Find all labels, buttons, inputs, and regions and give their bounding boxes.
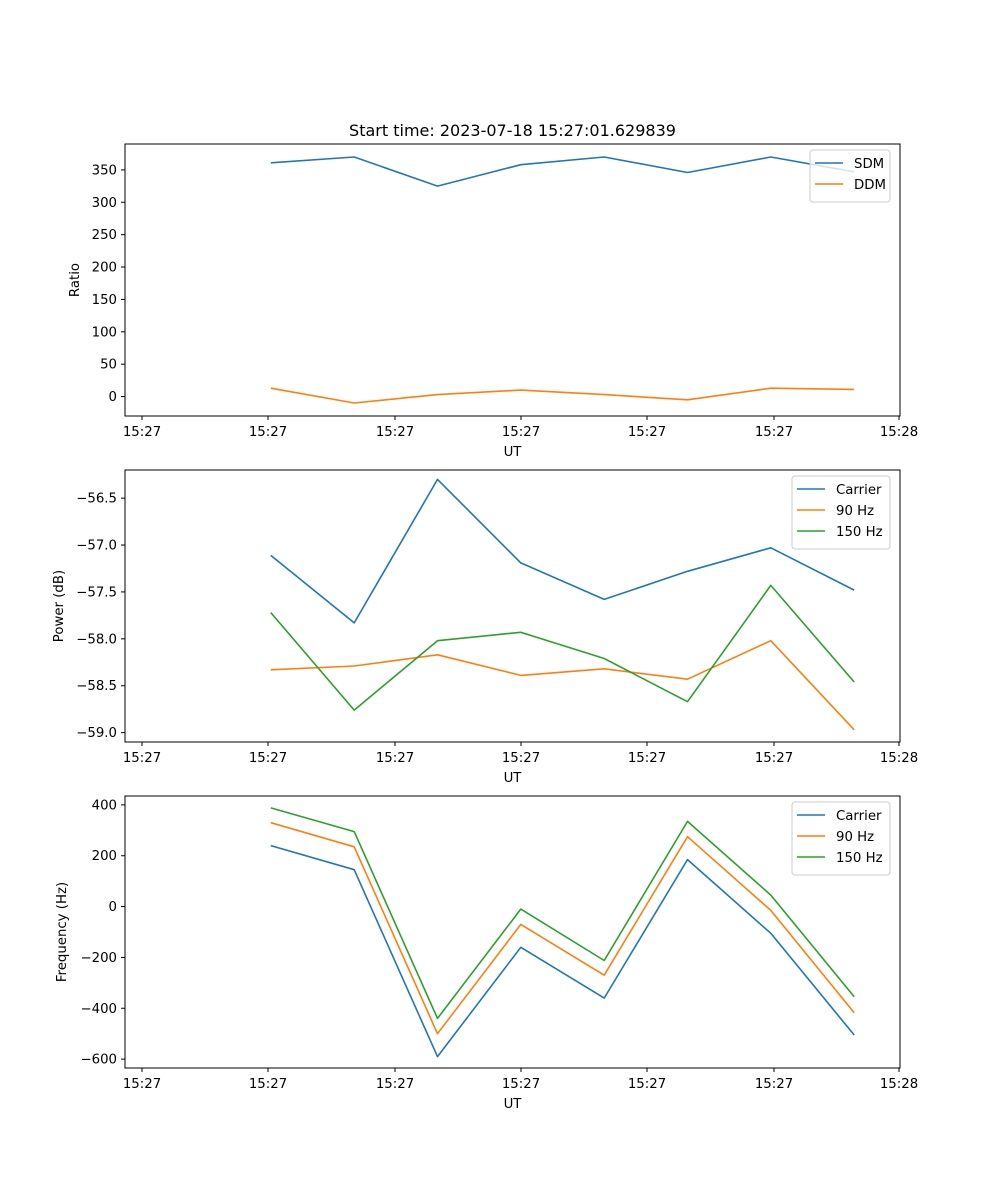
- series-line-carrier: [270, 844, 855, 1058]
- x-tick-label: 15:27: [755, 751, 793, 766]
- x-tick-label: 15:28: [880, 1077, 918, 1092]
- x-tick-label: 15:27: [502, 1077, 540, 1092]
- y-tick-label: −57.5: [76, 585, 117, 600]
- legend: Carrier 90 Hz 150 Hz: [791, 801, 891, 876]
- axes-frame: [124, 143, 901, 417]
- legend-label: Carrier: [836, 483, 882, 498]
- y-axis-label: Power (dB): [52, 570, 67, 642]
- y-tick-label: 50: [100, 358, 117, 373]
- y-tick-label: 200: [92, 261, 117, 276]
- y-tick-label: 300: [92, 196, 117, 211]
- y-tick-label: 250: [92, 228, 117, 243]
- chart-panel-1: 15:27 15:27 15:27 15:27 15:27 15:27 15:28 0 50 10…: [68, 143, 918, 460]
- axes-frame: [124, 795, 901, 1069]
- x-tick-label: 15:27: [123, 1077, 161, 1092]
- x-tick-label: 15:27: [249, 751, 287, 766]
- series-line-150-hz: [270, 807, 855, 1020]
- x-tick-label: 15:27: [249, 425, 287, 440]
- series-line-sdm: [270, 156, 855, 187]
- x-tick-label: 15:28: [880, 425, 918, 440]
- series-line-90-hz: [270, 639, 855, 731]
- y-axis-label: Frequency (Hz): [55, 882, 70, 982]
- x-tick-label: 15:27: [628, 751, 666, 766]
- legend-label: SDM: [854, 157, 884, 172]
- series-line-90-hz: [270, 821, 855, 1035]
- legend-label: 150 Hz: [836, 851, 883, 866]
- y-tick-label: −56.5: [76, 492, 117, 507]
- axes-frame: [124, 469, 901, 743]
- legend: Carrier 90 Hz 150 Hz: [791, 475, 891, 550]
- legend-label: Carrier: [836, 809, 882, 824]
- series-line-carrier: [270, 478, 855, 624]
- y-tick-label: 200: [92, 849, 117, 864]
- legend-label: 90 Hz: [836, 504, 874, 519]
- x-tick-label: 15:27: [123, 425, 161, 440]
- x-tick-label: 15:27: [376, 1077, 414, 1092]
- y-tick-label: −59.0: [76, 726, 117, 741]
- y-tick-label: 0: [109, 390, 117, 405]
- y-tick-label: −600: [80, 1053, 117, 1068]
- chart-panel-3: 15:27 15:27 15:27 15:27 15:27 15:27 15:28 −600 −…: [55, 795, 918, 1112]
- chart-panel-2: 15:27 15:27 15:27 15:27 15:27 15:27 15:28 −59.0…: [52, 469, 918, 786]
- figure-title: Start time: 2023-07-18 15:27:01.629839: [349, 121, 676, 140]
- x-axis-label: UT: [504, 1097, 523, 1112]
- series-line-ddm: [270, 387, 855, 404]
- y-tick-label: 400: [92, 798, 117, 813]
- y-tick-label: −400: [80, 1002, 117, 1017]
- x-tick-label: 15:27: [502, 425, 540, 440]
- y-tick-label: 0: [109, 900, 117, 915]
- y-tick-label: 100: [92, 325, 117, 340]
- y-tick-label: −200: [80, 951, 117, 966]
- x-tick-label: 15:27: [755, 1077, 793, 1092]
- y-tick-label: 350: [92, 163, 117, 178]
- x-tick-label: 15:28: [880, 751, 918, 766]
- x-tick-label: 15:27: [376, 751, 414, 766]
- x-tick-label: 15:27: [249, 1077, 287, 1092]
- x-axis-label: UT: [504, 445, 523, 460]
- x-tick-label: 15:27: [502, 751, 540, 766]
- x-tick-label: 15:27: [123, 751, 161, 766]
- x-tick-label: 15:27: [628, 1077, 666, 1092]
- x-tick-label: 15:27: [755, 425, 793, 440]
- x-axis-label: UT: [504, 771, 523, 786]
- legend-label: DDM: [854, 178, 886, 193]
- legend: SDM DDM: [809, 149, 891, 203]
- y-tick-label: −57.0: [76, 539, 117, 554]
- y-tick-label: −58.5: [76, 679, 117, 694]
- y-tick-label: −58.0: [76, 632, 117, 647]
- x-tick-label: 15:27: [628, 425, 666, 440]
- legend-label: 90 Hz: [836, 830, 874, 845]
- x-tick-label: 15:27: [376, 425, 414, 440]
- y-tick-label: 150: [92, 293, 117, 308]
- legend-label: 150 Hz: [836, 525, 883, 540]
- series-line-150-hz: [270, 584, 855, 711]
- y-axis-label: Ratio: [68, 263, 83, 297]
